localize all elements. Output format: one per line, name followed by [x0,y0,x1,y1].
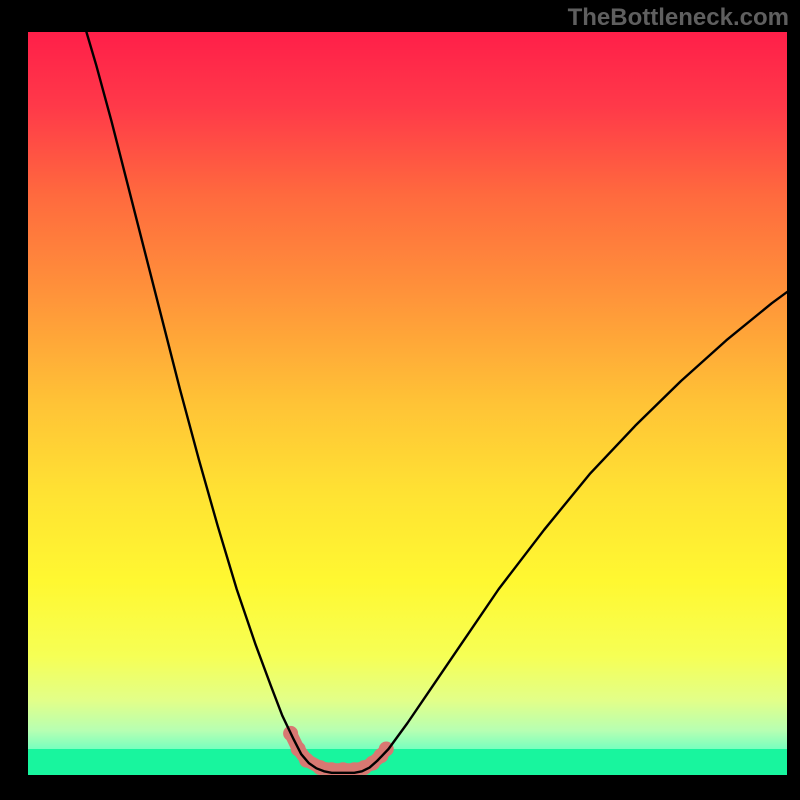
chart-svg [28,32,787,775]
stage: TheBottleneck.com [0,0,800,800]
bottleneck-curve [86,32,787,773]
watermark-text: TheBottleneck.com [568,4,789,32]
plot-area [28,32,787,775]
